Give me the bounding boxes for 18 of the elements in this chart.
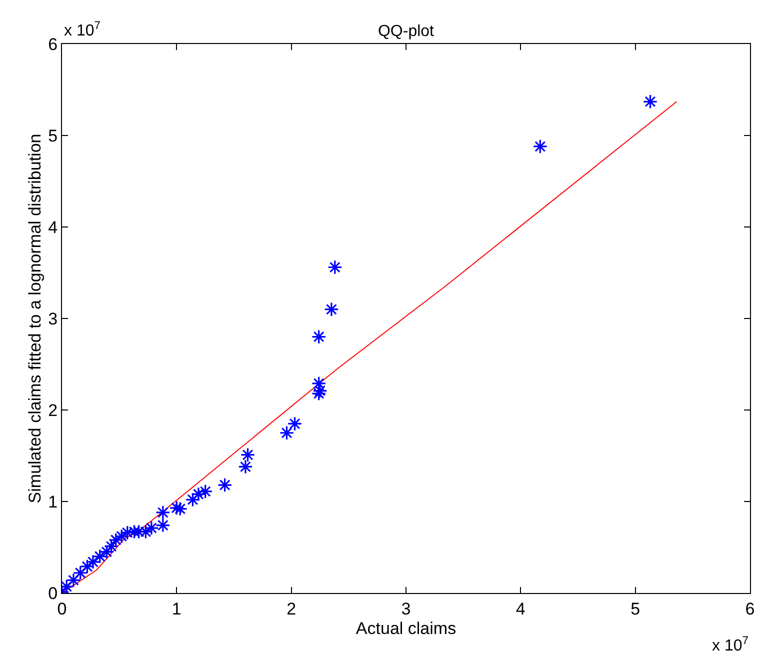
x-tick-label: 3	[401, 599, 411, 618]
y-tick-label: 2	[48, 400, 58, 420]
y-tick-label: 6	[48, 34, 58, 54]
y-tick-label: 3	[48, 309, 58, 328]
x-tick-label: 6	[745, 599, 755, 618]
y-tick-label: 5	[48, 126, 58, 146]
x-tick-label: 5	[630, 599, 640, 618]
y-tick-label: 0	[48, 584, 58, 603]
text: x 10$^{7}$	[712, 635, 748, 655]
x-tick-label: 1	[172, 599, 182, 618]
text: x 10$^{7}$	[64, 20, 100, 40]
y-tick-label: 1	[48, 492, 58, 512]
x-axis-title: Actual claims	[356, 618, 456, 638]
y-axis-title: Simulated claims fitted to a lognormal distribution	[26, 134, 45, 504]
x-tick-label: 2	[286, 599, 296, 618]
x-tick-label: 4	[516, 599, 526, 618]
y-tick-label: 4	[48, 218, 58, 237]
chart-title: QQ-plot	[378, 23, 435, 40]
